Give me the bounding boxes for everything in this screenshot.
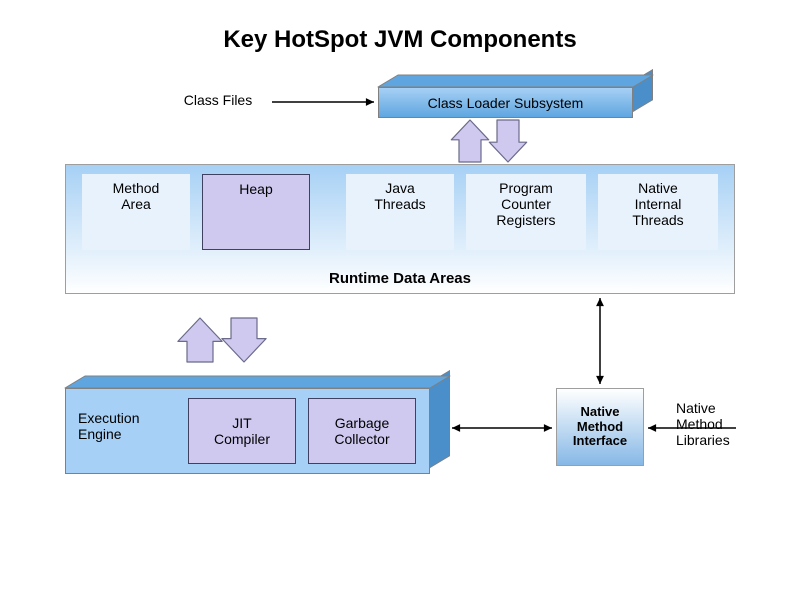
native-method-interface-box: Native Method Interface [556, 388, 644, 466]
class-loader-label: Class Loader Subsystem [379, 95, 632, 111]
native-method-libraries-label: Native Method Libraries [676, 400, 766, 460]
runtime-data-areas-label: Runtime Data Areas [65, 270, 735, 287]
runtime-item-pcr: Program Counter Registers [466, 174, 586, 250]
execution-engine-side [430, 370, 450, 468]
runtime-item-java_threads: Java Threads [346, 174, 454, 250]
execution-engine-label: Execution Engine [78, 410, 178, 460]
diagram-stage: Key HotSpot JVM Components Class Files C… [0, 0, 800, 600]
jit-compiler-box: JIT Compiler [188, 398, 296, 464]
runtime-item-native_thr: Native Internal Threads [598, 174, 718, 250]
class-loader-front: Class Loader Subsystem [378, 87, 633, 118]
class-loader-side [633, 69, 653, 112]
runtime-item-heap: Heap [202, 174, 310, 250]
runtime-item-method_area: Method Area [82, 174, 190, 250]
garbage-collector-box: Garbage Collector [308, 398, 416, 464]
class-files-label: Class Files [168, 92, 268, 112]
diagram-title: Key HotSpot JVM Components [0, 26, 800, 54]
